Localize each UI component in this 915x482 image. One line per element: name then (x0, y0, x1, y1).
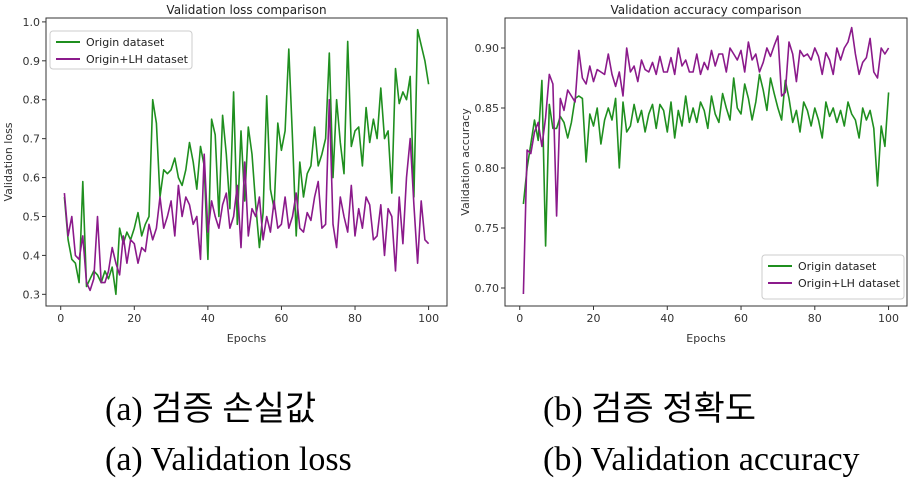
x-tick-label: 40 (660, 312, 674, 325)
y-tick-label: 0.9 (23, 55, 41, 68)
legend-label-origin: Origin dataset (86, 36, 165, 49)
x-axis-label: Epochs (227, 332, 267, 345)
x-tick-label: 40 (201, 312, 215, 325)
caption-a-korean: (a) 검증 손실값 (105, 391, 317, 428)
series-line-origin-lh (63, 98, 430, 292)
legend-label-origin-lh: Origin+LH dataset (86, 53, 189, 66)
x-axis-label: Epochs (686, 332, 726, 345)
caption-b-english: (b) Validation accuracy (543, 441, 860, 478)
chart-loss: Validation loss comparison 0 20 40 60 80 100 0.… (2, 3, 448, 345)
series-line-origin (522, 73, 890, 247)
y-axis-label: Validation accuracy (459, 108, 472, 216)
legend-box (49, 30, 193, 70)
plot-frame (45, 17, 448, 307)
caption-a-english: (a) Validation loss (105, 441, 352, 478)
legend-box (761, 254, 905, 300)
y-tick-label: 0.7 (23, 133, 41, 146)
y-tick-label: 0.90 (475, 42, 500, 55)
plot-frame (504, 17, 908, 307)
y-tick-label: 0.5 (23, 210, 41, 223)
y-tick-label: 0.85 (475, 102, 500, 115)
chart-title: Validation accuracy comparison (610, 3, 801, 17)
x-tick-label: 80 (808, 312, 822, 325)
x-tick-label: 60 (734, 312, 748, 325)
x-tick-label: 20 (127, 312, 141, 325)
x-tick-label: 20 (587, 312, 601, 325)
y-tick-label: 0.8 (23, 94, 41, 107)
legend-label-origin: Origin dataset (798, 260, 877, 273)
x-tick-label: 100 (878, 312, 899, 325)
y-tick-label: 0.80 (475, 162, 500, 175)
y-tick-label: 0.70 (475, 282, 500, 295)
y-tick-label: 0.3 (23, 288, 41, 301)
y-tick-label: 0.4 (23, 249, 41, 262)
x-tick-label: 80 (348, 312, 362, 325)
y-tick-label: 1.0 (23, 16, 41, 29)
y-axis-label: Validation loss (2, 122, 15, 201)
x-tick-label: 0 (57, 312, 64, 325)
series-line-origin-lh (522, 26, 890, 295)
caption-b-korean: (b) 검증 정확도 (543, 391, 757, 428)
chart-accuracy: Validation accuracy comparison 0 20 40 60 80 1… (459, 3, 908, 345)
y-tick-label: 0.75 (475, 222, 500, 235)
x-tick-label: 0 (516, 312, 523, 325)
chart-title: Validation loss comparison (166, 3, 326, 17)
series-line-origin (63, 28, 430, 296)
legend-label-origin-lh: Origin+LH dataset (798, 277, 901, 290)
y-tick-label: 0.6 (23, 172, 41, 185)
x-tick-label: 100 (418, 312, 439, 325)
x-tick-label: 60 (274, 312, 288, 325)
